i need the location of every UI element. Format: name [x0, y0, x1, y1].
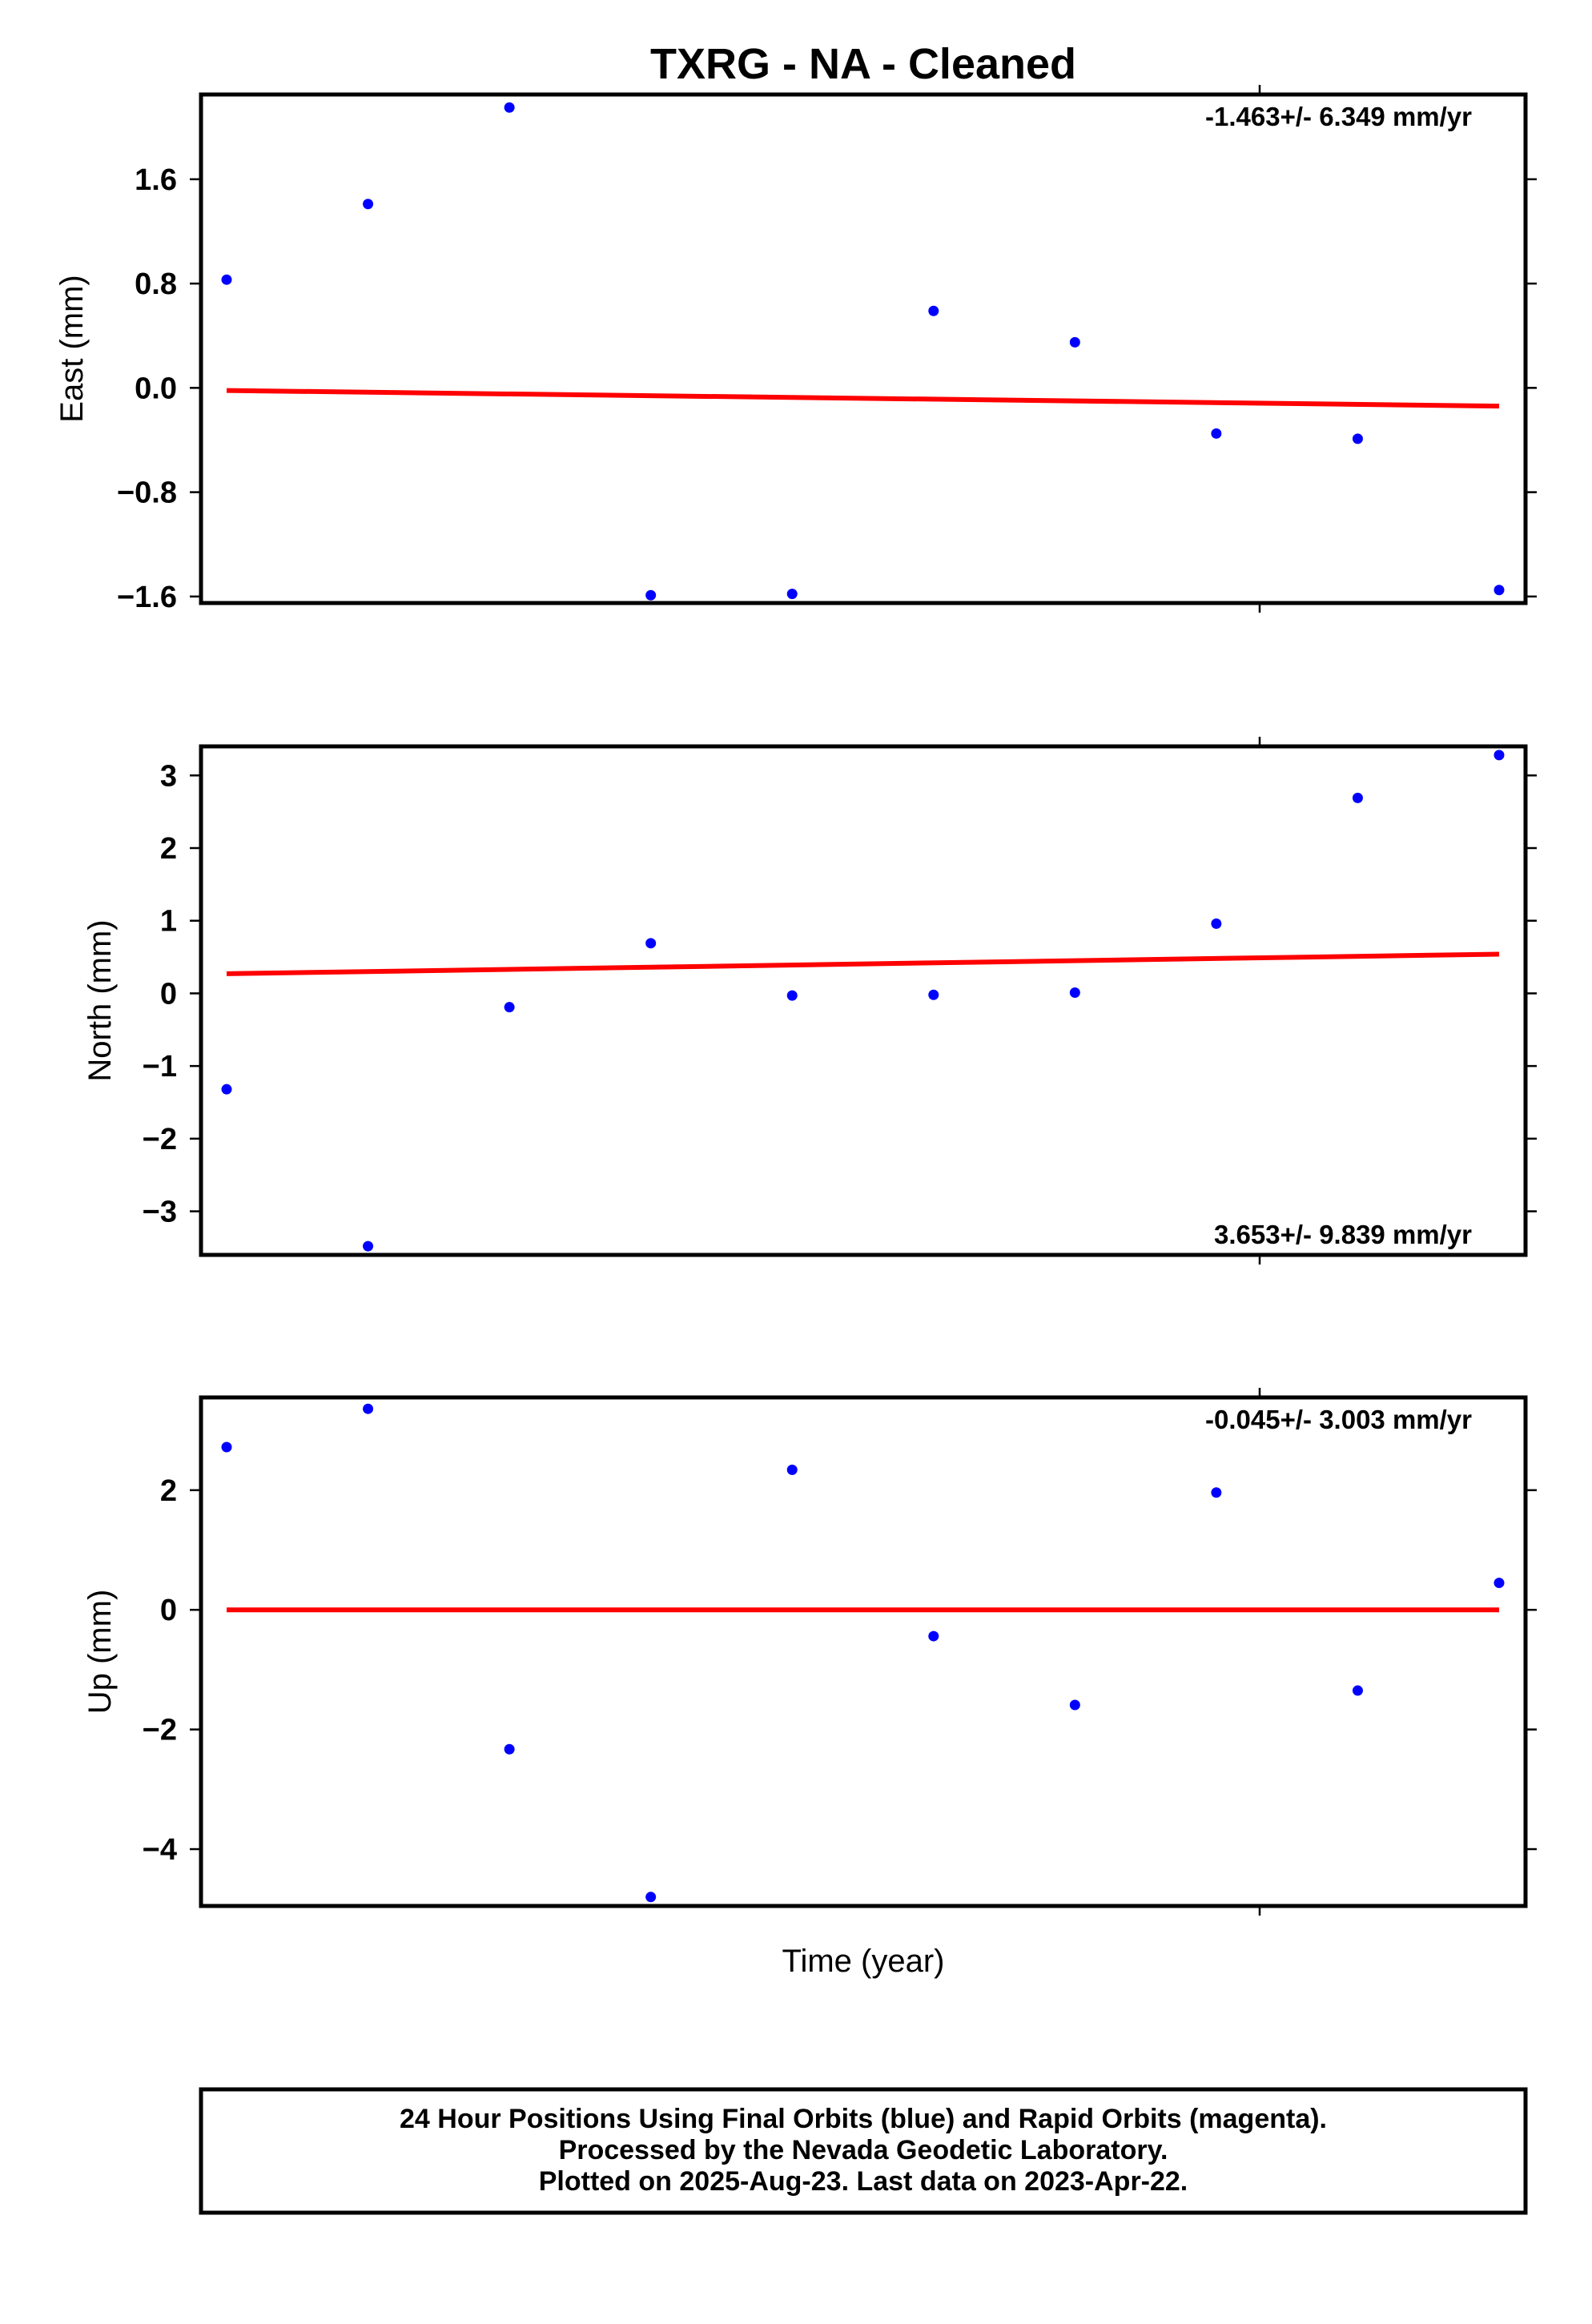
- north-data-point: [786, 990, 798, 1001]
- east-panel: 1.6 0.8 0.0 −0.8 −1.6 East (mm) -1.463+/- 6.34…: [54, 85, 1537, 614]
- east-data-point: [786, 589, 798, 600]
- up-ytick-label: 0: [160, 1594, 177, 1627]
- up-data-point: [504, 1743, 515, 1755]
- east-frame: [199, 92, 1528, 605]
- east-data-point: [504, 102, 515, 113]
- up-data-point: [786, 1464, 798, 1475]
- footer-frame: [199, 2087, 1528, 2215]
- footer-line-3: Plotted on 2025-Aug-23. Last data on 202…: [539, 2166, 1188, 2197]
- panels: 1.6 0.8 0.0 −0.8 −1.6 East (mm) -1.463+/- 6.34…: [54, 85, 1537, 1916]
- east-data-point: [363, 199, 374, 210]
- east-trend-line: [226, 388, 1500, 409]
- north-ytick-label: 1: [160, 905, 177, 939]
- east-ytick-label: 0.8: [135, 267, 177, 301]
- north-ytick-label: −1: [143, 1050, 177, 1084]
- footer-box: 24 Hour Positions Using Final Orbits (bl…: [199, 2087, 1528, 2215]
- up-ytick-label: −2: [143, 1714, 177, 1747]
- north-data-point: [645, 938, 657, 949]
- north-data-point: [504, 1002, 515, 1013]
- north-frame: [199, 744, 1528, 1257]
- chart-title: TXRG - NA - Cleaned: [650, 40, 1076, 88]
- x-axis-label: Time (year): [782, 1944, 945, 1979]
- east-data-point: [1069, 336, 1080, 348]
- up-data-point: [1069, 1699, 1080, 1711]
- up-data-point: [1494, 1578, 1505, 1589]
- up-data-point: [645, 1892, 657, 1903]
- east-ytick-label: 1.6: [135, 163, 177, 197]
- north-data-point: [1211, 918, 1222, 929]
- north-ytick-label: 3: [160, 759, 177, 793]
- north-data-point: [1352, 792, 1363, 803]
- footer-line-2: Processed by the Nevada Geodetic Laborat…: [559, 2135, 1168, 2165]
- north-data-point: [363, 1240, 374, 1252]
- up-frame: [199, 1395, 1528, 1908]
- up-ytick-label: 2: [160, 1474, 177, 1508]
- up-rate-label: -0.045+/- 3.003 mm/yr: [1205, 1405, 1472, 1434]
- east-data-point: [221, 274, 232, 285]
- east-rate-label: -1.463+/- 6.349 mm/yr: [1205, 102, 1472, 131]
- north-y-axis-label: North (mm): [82, 919, 118, 1081]
- north-data-point: [1069, 987, 1080, 999]
- north-ytick-label: −2: [143, 1123, 177, 1156]
- north-ytick-label: 0: [160, 977, 177, 1011]
- east-y-axis-label: East (mm): [54, 275, 90, 422]
- east-data-point: [928, 305, 939, 316]
- east-ytick-label: −0.8: [117, 476, 177, 510]
- up-data-point: [1211, 1487, 1222, 1498]
- north-rate-label: 3.653+/- 9.839 mm/yr: [1214, 1220, 1472, 1249]
- up-data-point: [928, 1630, 939, 1642]
- up-data-point: [363, 1403, 374, 1414]
- east-data-point: [1352, 433, 1363, 444]
- footer-line-1: 24 Hour Positions Using Final Orbits (bl…: [400, 2104, 1327, 2134]
- up-ytick-label: −4: [143, 1833, 177, 1867]
- north-data-point: [221, 1084, 232, 1095]
- up-data-point: [1352, 1685, 1363, 1696]
- north-trend-line: [226, 951, 1500, 976]
- up-data-point: [221, 1441, 232, 1453]
- east-data-point: [645, 589, 657, 601]
- north-panel: 3 2 1 0 −1 −2 −3 North (mm) 3.653+/- 9.839 mm/yr: [82, 737, 1537, 1265]
- up-y-axis-label: Up (mm): [82, 1590, 118, 1715]
- east-ytick-label: −1.6: [117, 581, 177, 614]
- north-data-point: [928, 989, 939, 1000]
- east-data-point: [1211, 428, 1222, 439]
- east-data-point: [1494, 585, 1505, 596]
- north-ytick-label: 2: [160, 832, 177, 866]
- north-ytick-label: −3: [143, 1196, 177, 1229]
- east-ytick-label: 0.0: [135, 372, 177, 405]
- up-panel: 2 0 −2 −4 Up (mm) -0.045+/- 3.003 mm/yr: [82, 1388, 1537, 1916]
- north-data-point: [1494, 750, 1505, 761]
